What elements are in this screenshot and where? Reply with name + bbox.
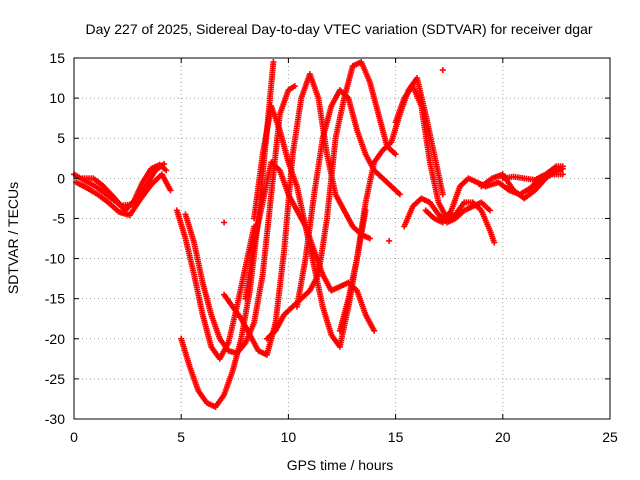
data-point	[167, 187, 174, 194]
data-series-12	[336, 75, 446, 334]
y-axis-label: SDTVAR / TECUs	[5, 182, 21, 294]
data-point	[491, 239, 498, 246]
data-point	[439, 191, 446, 198]
y-tick-label: -5	[53, 210, 66, 226]
data-point	[366, 235, 373, 242]
data-point	[371, 327, 378, 334]
axis-ticks: 0 5 10 15 20 25 15 10 5 0 -5 -10 -15 -20 -25 -30	[45, 50, 618, 445]
x-tick-label: 15	[388, 429, 404, 445]
data-point	[486, 207, 493, 214]
x-tick-label: 0	[70, 429, 78, 445]
data-point	[163, 167, 170, 174]
x-axis-label: GPS time / hours	[287, 457, 394, 473]
data-points	[71, 59, 566, 410]
y-tick-label: 15	[49, 50, 65, 66]
data-series-6	[182, 83, 298, 357]
data-point	[439, 67, 446, 74]
x-tick-label: 25	[602, 429, 618, 445]
y-tick-label: -30	[45, 411, 65, 427]
data-point	[221, 219, 228, 226]
data-series-2	[73, 171, 174, 219]
y-tick-label: 10	[49, 90, 65, 106]
x-tick-label: 10	[281, 429, 297, 445]
y-tick-label: -20	[45, 331, 65, 347]
y-tick-label: -25	[45, 371, 65, 387]
data-point	[386, 237, 393, 244]
x-tick-label: 5	[177, 429, 185, 445]
data-series-3	[79, 160, 168, 209]
y-tick-label: -10	[45, 251, 65, 267]
chart-title: Day 227 of 2025, Sidereal Day-to-day VTE…	[85, 21, 592, 37]
plot-frame	[73, 57, 611, 420]
data-point	[392, 151, 399, 158]
data-series-4	[173, 207, 258, 362]
data-series-15	[422, 175, 489, 226]
y-tick-label: 5	[57, 130, 65, 146]
y-tick-label: -15	[45, 291, 65, 307]
data-series-18	[499, 163, 566, 183]
data-point	[161, 160, 168, 167]
data-point	[270, 59, 277, 66]
data-series-11	[293, 87, 403, 310]
data-point	[559, 171, 566, 178]
data-series-13	[392, 83, 498, 246]
y-tick-label: 0	[57, 170, 65, 186]
data-point	[291, 83, 298, 90]
x-tick-label: 20	[495, 429, 511, 445]
data-point	[396, 191, 403, 198]
data-point	[559, 163, 566, 170]
